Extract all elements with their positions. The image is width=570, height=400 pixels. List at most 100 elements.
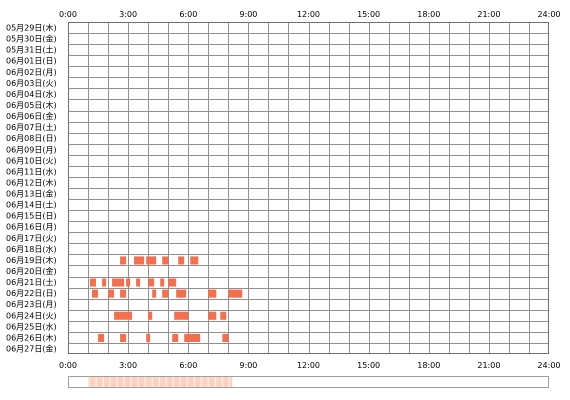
x-tick-label-bottom: 18:00 [417,361,440,370]
activity-mark [190,256,199,265]
row-label: 06月21日(土) [6,277,57,287]
x-tick-label-top: 9:00 [239,10,257,19]
row-label: 06月15日(日) [6,212,57,221]
x-tick-label-top: 0:00 [59,10,77,19]
summary-stripe [207,377,210,387]
row-label: 06月20日(金) [6,266,57,276]
row-label: 06月01日(日) [6,57,57,66]
x-tick-label-top: 21:00 [477,10,500,19]
summary-stripe [88,377,90,387]
activity-mark [146,256,157,265]
x-tick-label-top: 12:00 [297,10,320,19]
row-label: 06月12日(木) [6,178,57,188]
activity-mark [120,333,127,342]
activity-mark [208,311,217,320]
activity-mark [162,256,169,265]
activity-mark [168,278,177,287]
activity-mark [208,289,217,298]
row-label: 06月23日(月) [6,300,57,309]
row-label: 05月30日(金) [6,34,57,44]
activity-mark [98,333,105,342]
x-tick-label-bottom: 24:00 [537,361,560,370]
summary-stripe [95,377,98,387]
summary-stripe [102,377,105,387]
row-label: 06月22日(日) [6,289,57,298]
summary-stripe [109,377,112,387]
row-label: 06月11日(水) [6,166,57,176]
x-tick-label-top: 15:00 [357,10,380,19]
summary-stripe [158,377,161,387]
summary-stripe [228,377,231,387]
activity-mark [92,289,98,298]
activity-mark [134,256,145,265]
row-labels: 05月29日(木)05月30日(金)05月31日(土) 06月01日(日) 06月0… [6,23,57,354]
activity-mark [176,289,187,298]
summary-stripe [130,377,133,387]
activity-mark [184,333,201,342]
row-label: 06月27日(金) [6,344,57,354]
activity-mark [146,333,151,342]
summary-stripe [123,377,126,387]
row-label: 06月09日(月) [6,145,57,154]
row-label: 06月10日(火) [6,156,57,165]
activity-mark [174,311,189,320]
summary-stripe [151,377,154,387]
activity-mark [152,289,157,298]
activity-mark [90,278,96,287]
row-label: 05月31日(土) [6,45,57,55]
x-tick-label-bottom: 9:00 [239,361,257,370]
summary-stripe [172,377,175,387]
summary-strip [68,376,549,388]
summary-stripe [193,377,196,387]
row-label: 06月02日(月) [6,68,57,77]
activity-mark [102,278,107,287]
x-axis-bottom: 0:00 3:00 6:00 9:00 12:00 15:00 18:00 21:00 24:0… [59,361,561,370]
activity-mark [148,311,153,320]
row-label: 06月24日(火) [6,311,57,320]
row-label: 06月19日(木) [6,255,57,265]
summary-stripe [137,377,140,387]
summary-stripe [116,377,119,387]
row-label: 06月03日(火) [6,79,57,88]
row-label: 06月07日(土) [6,122,57,132]
x-axis-top: 0:00 3:00 6:00 9:00 12:00 15:00 18:00 21:00 24:0… [59,10,561,19]
summary-stripe [165,377,168,387]
summary-stripe [144,377,147,387]
row-label: 06月08日(日) [6,134,57,143]
x-tick-label-bottom: 3:00 [119,361,137,370]
plot-frame [68,22,549,354]
summary-frame [68,376,549,388]
activity-mark [172,333,179,342]
activity-mark [148,278,155,287]
summary-stripe [186,377,189,387]
row-label: 05月29日(木) [6,23,57,33]
activity-marks [90,256,243,342]
summary-stripe [221,377,224,387]
summary-stripe [214,377,217,387]
row-label: 06月05日(木) [6,100,57,110]
summary-stripe [179,377,182,387]
x-tick-label-bottom: 6:00 [179,361,197,370]
activity-mark [220,311,227,320]
row-label: 06月18日(水) [6,244,57,254]
x-tick-label-bottom: 21:00 [477,361,500,370]
row-label: 06月17日(火) [6,234,57,243]
row-label: 06月13日(金) [6,189,57,199]
grid [68,22,549,354]
x-tick-label-bottom: 12:00 [297,361,320,370]
activity-mark [228,289,243,298]
plot-border [68,22,549,354]
activity-mark [222,333,229,342]
x-tick-label-top: 6:00 [179,10,197,19]
x-tick-label-top: 18:00 [417,10,440,19]
x-tick-label-bottom: 0:00 [59,361,77,370]
activity-mark [160,278,165,287]
row-label: 06月14日(土) [6,200,57,210]
row-label: 06月25日(水) [6,321,57,331]
activity-mark [108,289,115,298]
activity-mark [114,311,133,320]
row-label: 06月06日(金) [6,111,57,121]
row-label: 06月26日(木) [6,332,57,342]
row-label: 06月16日(月) [6,223,57,232]
